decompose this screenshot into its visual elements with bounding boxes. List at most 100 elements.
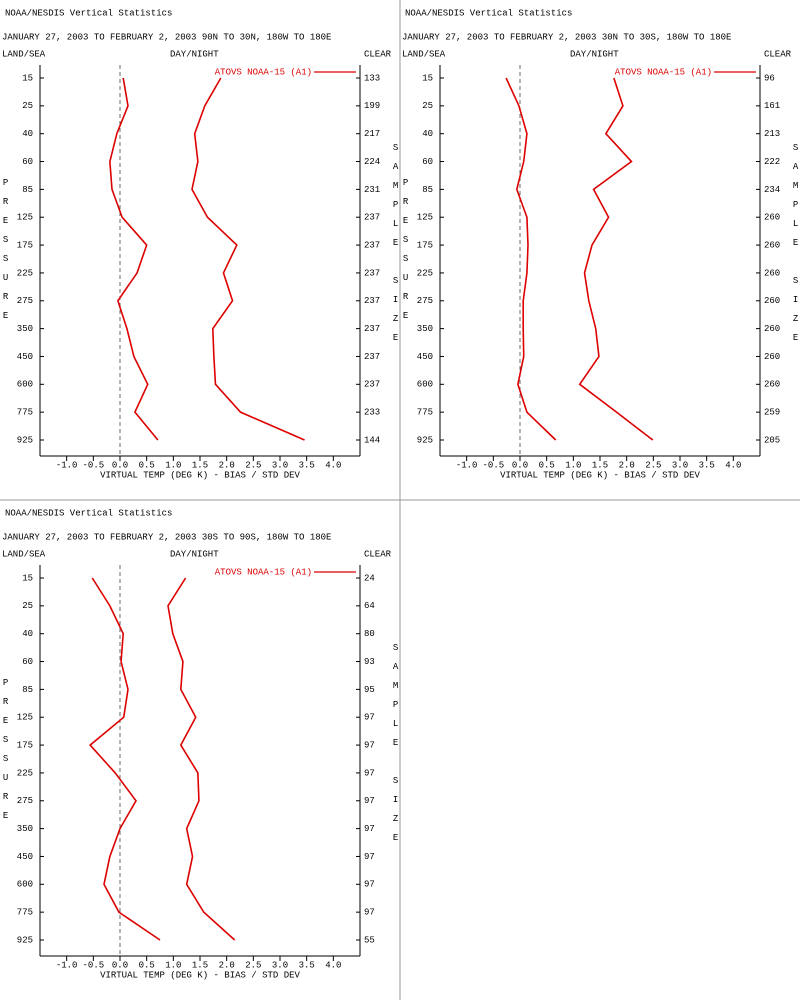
sample-size-label: 237	[364, 380, 380, 390]
y-tick-label: 125	[17, 213, 33, 223]
chart-subtitle: JANUARY 27, 2003 TO FEBRUARY 2, 2003 30N…	[402, 32, 731, 42]
x-tick-label: 0.0	[512, 460, 528, 470]
x-tick-label: -0.5	[483, 460, 505, 470]
y-axis-label: PRESSURE	[1, 178, 11, 330]
x-tick-label: -0.5	[83, 960, 105, 970]
x-tick-label: -1.0	[56, 960, 78, 970]
sample-size-label: 237	[364, 213, 380, 223]
x-tick-label: 3.0	[272, 460, 288, 470]
y-tick-label: 40	[22, 629, 33, 639]
y2-axis-label: SAMPLE SIZE	[791, 143, 800, 352]
sample-size-label: 237	[364, 324, 380, 334]
sample-size-label: 97	[364, 768, 375, 778]
header-label: CLEAR	[364, 49, 392, 59]
y-tick-label: 25	[422, 101, 433, 111]
sample-size-label: 260	[764, 240, 780, 250]
sample-size-label: 199	[364, 101, 380, 111]
x-tick-label: 0.5	[539, 460, 555, 470]
x-tick-label: 1.0	[165, 460, 181, 470]
header-label: DAY/NIGHT	[570, 49, 619, 59]
std-dev-line	[191, 77, 305, 441]
std-dev-line	[167, 577, 236, 941]
x-axis-label: VIRTUAL TEMP (DEG K) - BIAS / STD DEV	[100, 970, 300, 980]
sample-size-label: 97	[364, 908, 375, 918]
sample-size-label: 222	[764, 157, 780, 167]
x-tick-label: 0.0	[112, 960, 128, 970]
sample-size-label: 97	[364, 796, 375, 806]
x-tick-label: -0.5	[83, 460, 105, 470]
sample-size-label: 234	[764, 185, 780, 195]
sample-size-label: 237	[364, 240, 380, 250]
y-tick-label: 40	[422, 129, 433, 139]
header-label: LAND/SEA	[2, 549, 46, 559]
y-tick-label: 15	[22, 73, 33, 83]
sample-size-label: 95	[364, 685, 375, 695]
sample-size-label: 260	[764, 213, 780, 223]
x-tick-label: 4.0	[325, 460, 341, 470]
chart-panel: NOAA/NESDIS Vertical Statistics JANUARY 2…	[1, 508, 401, 980]
y-tick-label: 925	[17, 935, 33, 945]
y-tick-label: 175	[17, 740, 33, 750]
y-tick-label: 25	[22, 601, 33, 611]
x-tick-label: 2.0	[619, 460, 635, 470]
y-tick-label: 85	[22, 185, 33, 195]
sample-size-label: 237	[364, 268, 380, 278]
sample-size-label: 97	[364, 852, 375, 862]
x-tick-label: 3.5	[299, 960, 315, 970]
y-tick-label: 25	[22, 101, 33, 111]
sample-size-label: 224	[364, 157, 380, 167]
sample-size-label: 260	[764, 380, 780, 390]
y-tick-label: 125	[17, 713, 33, 723]
x-axis-label: VIRTUAL TEMP (DEG K) - BIAS / STD DEV	[500, 470, 700, 480]
y-tick-label: 450	[17, 352, 33, 362]
sample-size-label: 161	[764, 101, 780, 111]
sample-size-label: 93	[364, 657, 375, 667]
x-tick-label: 4.0	[725, 460, 741, 470]
sample-size-label: 260	[764, 296, 780, 306]
y-axis-label: PRESSURE	[1, 678, 11, 830]
bias-line	[505, 77, 557, 441]
sample-size-label: 64	[364, 601, 375, 611]
sample-size-label: 213	[764, 129, 780, 139]
chart-subtitle: JANUARY 27, 2003 TO FEBRUARY 2, 2003 30S…	[2, 532, 331, 542]
x-tick-label: 2.5	[245, 460, 261, 470]
header-label: DAY/NIGHT	[170, 49, 219, 59]
y-tick-label: 450	[417, 352, 433, 362]
chart-subtitle: JANUARY 27, 2003 TO FEBRUARY 2, 2003 90N…	[2, 32, 331, 42]
sample-size-label: 260	[764, 352, 780, 362]
sample-size-label: 217	[364, 129, 380, 139]
sample-size-label: 233	[364, 408, 380, 418]
y2-axis-label: SAMPLE SIZE	[391, 143, 401, 352]
sample-size-label: 133	[364, 73, 380, 83]
legend-label: ATOVS NOAA-15 (A1)	[615, 67, 712, 77]
sample-size-label: 231	[364, 185, 380, 195]
y-tick-label: 60	[422, 157, 433, 167]
y-tick-label: 15	[422, 73, 433, 83]
x-tick-label: 2.5	[245, 960, 261, 970]
bias-line	[88, 577, 161, 941]
y-tick-label: 350	[17, 324, 33, 334]
chart-title: NOAA/NESDIS Vertical Statistics	[405, 8, 572, 18]
y-tick-label: 925	[17, 435, 33, 445]
sample-size-label: 55	[364, 935, 375, 945]
chart-panel: NOAA/NESDIS Vertical Statistics JANUARY 2…	[1, 8, 401, 480]
y-tick-label: 85	[422, 185, 433, 195]
y-tick-label: 925	[417, 435, 433, 445]
sample-size-label: 97	[364, 740, 375, 750]
chart-title: NOAA/NESDIS Vertical Statistics	[5, 508, 172, 518]
y-axis-label: PRESSURE	[401, 178, 411, 330]
x-tick-label: 1.0	[165, 960, 181, 970]
bias-line	[109, 77, 159, 441]
y-tick-label: 40	[22, 129, 33, 139]
x-axis-label: VIRTUAL TEMP (DEG K) - BIAS / STD DEV	[100, 470, 300, 480]
y-tick-label: 350	[417, 324, 433, 334]
y-tick-label: 175	[417, 240, 433, 250]
y2-axis-label: SAMPLE SIZE	[391, 643, 401, 852]
sample-size-label: 237	[364, 352, 380, 362]
header-label: CLEAR	[364, 549, 392, 559]
x-tick-label: 1.5	[192, 960, 208, 970]
y-tick-label: 60	[22, 657, 33, 667]
y-tick-label: 225	[17, 268, 33, 278]
y-tick-label: 275	[417, 296, 433, 306]
